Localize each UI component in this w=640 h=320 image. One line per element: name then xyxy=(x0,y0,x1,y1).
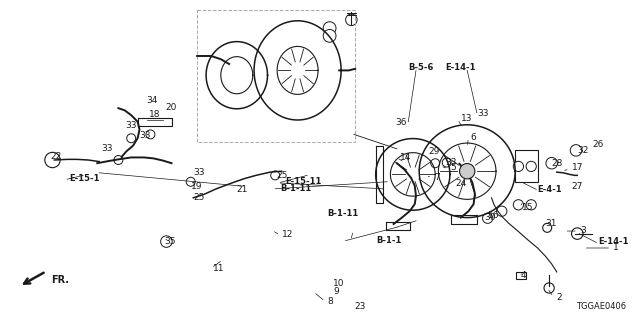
Circle shape xyxy=(460,164,475,179)
Circle shape xyxy=(127,134,136,143)
Circle shape xyxy=(323,22,336,35)
Text: 15: 15 xyxy=(522,203,533,212)
Text: 33: 33 xyxy=(125,121,136,130)
Text: B-5-6: B-5-6 xyxy=(408,63,434,72)
Text: FR.: FR. xyxy=(51,275,69,285)
Circle shape xyxy=(271,171,280,180)
Text: 26: 26 xyxy=(592,140,604,149)
Circle shape xyxy=(513,200,524,210)
Text: 34: 34 xyxy=(146,96,157,105)
Circle shape xyxy=(526,161,536,172)
Circle shape xyxy=(45,152,60,168)
Text: 14: 14 xyxy=(400,153,412,162)
Text: 16: 16 xyxy=(488,211,500,220)
Circle shape xyxy=(543,223,552,232)
Text: 9: 9 xyxy=(333,287,339,296)
Text: 27: 27 xyxy=(572,182,583,191)
Text: 30: 30 xyxy=(484,213,495,222)
Text: 29: 29 xyxy=(429,147,440,156)
Bar xyxy=(516,272,526,279)
Circle shape xyxy=(572,228,583,239)
Circle shape xyxy=(546,157,557,169)
Text: 10: 10 xyxy=(333,279,345,288)
Circle shape xyxy=(346,14,357,26)
Circle shape xyxy=(513,161,524,172)
Text: 12: 12 xyxy=(282,230,293,239)
Text: 24: 24 xyxy=(456,179,467,188)
Text: 4: 4 xyxy=(521,271,527,280)
Bar xyxy=(515,150,538,182)
Text: 17: 17 xyxy=(572,164,583,172)
Text: 35: 35 xyxy=(164,237,175,246)
Text: 33: 33 xyxy=(140,131,151,140)
Circle shape xyxy=(114,156,123,164)
Circle shape xyxy=(483,213,493,223)
Text: B-1-11: B-1-11 xyxy=(328,209,359,218)
Text: 33: 33 xyxy=(193,168,205,177)
Circle shape xyxy=(570,145,582,156)
Text: 13: 13 xyxy=(461,114,472,123)
Text: 20: 20 xyxy=(165,103,177,112)
Text: 1: 1 xyxy=(613,243,619,252)
Circle shape xyxy=(323,29,336,42)
Text: 11: 11 xyxy=(213,264,225,273)
Text: 32: 32 xyxy=(577,146,589,155)
Text: 33: 33 xyxy=(445,158,456,167)
Text: E-15-1: E-15-1 xyxy=(69,174,100,183)
Circle shape xyxy=(161,236,172,247)
Circle shape xyxy=(431,159,440,168)
Text: 5: 5 xyxy=(450,164,456,172)
Text: 28: 28 xyxy=(552,159,563,168)
Text: 25: 25 xyxy=(193,193,205,202)
Text: E-14-1: E-14-1 xyxy=(445,63,476,72)
Circle shape xyxy=(544,283,554,293)
Text: 22: 22 xyxy=(50,152,61,161)
Text: 18: 18 xyxy=(149,110,161,119)
Circle shape xyxy=(186,177,195,186)
Text: TGGAE0406: TGGAE0406 xyxy=(576,302,626,311)
Text: 36: 36 xyxy=(396,118,407,127)
Text: 8: 8 xyxy=(328,297,333,306)
Text: 2: 2 xyxy=(557,293,563,302)
Text: B-1-11: B-1-11 xyxy=(280,184,312,193)
Text: 3: 3 xyxy=(580,226,586,235)
Text: E-4-1: E-4-1 xyxy=(538,185,562,194)
Text: 19: 19 xyxy=(191,182,202,191)
Text: 31: 31 xyxy=(545,219,557,228)
Text: 33: 33 xyxy=(477,109,488,118)
Circle shape xyxy=(526,200,536,210)
Circle shape xyxy=(497,206,507,216)
Text: 33: 33 xyxy=(101,144,113,153)
Text: 21: 21 xyxy=(237,185,248,194)
Text: E-15-11: E-15-11 xyxy=(285,177,321,186)
Text: E-14-1: E-14-1 xyxy=(598,237,629,246)
Circle shape xyxy=(442,158,451,167)
Text: 7: 7 xyxy=(434,173,440,182)
Text: B-1-1: B-1-1 xyxy=(376,236,402,245)
Text: 25: 25 xyxy=(276,171,288,180)
Text: 6: 6 xyxy=(470,133,476,142)
Text: 23: 23 xyxy=(354,302,365,311)
Circle shape xyxy=(146,130,155,139)
